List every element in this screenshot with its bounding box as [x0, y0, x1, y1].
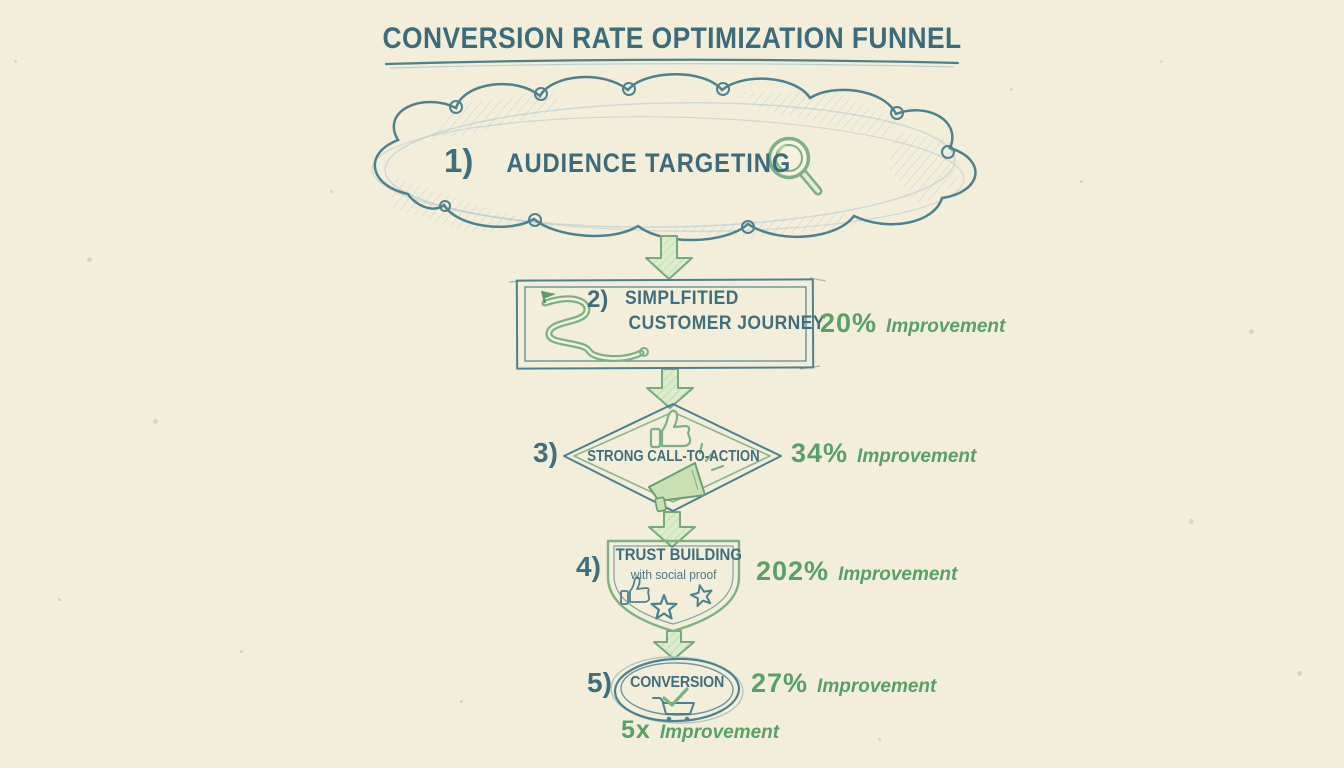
stage4-improvement-value: 202% [756, 556, 830, 586]
stage3-label-wrap: STRONG CALL-TO-ACTION [567, 448, 779, 466]
thumbs-up-icon [649, 409, 692, 449]
magnifying-glass-icon [767, 136, 823, 196]
stage4-sublabel-wrap: with social proof [607, 567, 740, 582]
stage4-improvement-label: Improvement [838, 564, 958, 585]
stage4-sublabel: with social proof [630, 567, 717, 582]
flow-arrow-2 [646, 368, 694, 409]
thumbs-up-small-icon [620, 576, 651, 605]
stage2-rectangle-shape [508, 277, 827, 370]
flow-arrow-4 [653, 630, 695, 660]
stage2-number: 2) [587, 286, 609, 313]
stage4-number: 4) [576, 551, 601, 582]
stage4-label: TRUST BUILDING [615, 545, 742, 564]
stage3-improvement-value: 34% [791, 438, 849, 468]
title-underline [384, 58, 960, 69]
stage5-footnote: 5x Improvement [621, 716, 779, 745]
stage3-improvement: 34% Improvement [791, 438, 976, 469]
stage1-audience-targeting: 1) AUDIENCE TARGETING [444, 142, 811, 180]
diagram-title: CONVERSION RATE OPTIMIZATION FUNNEL [0, 22, 1344, 56]
stage5-footnote-label: Improvement [659, 722, 780, 743]
stage5-improvement-label: Improvement [817, 676, 937, 697]
stage5-label-wrap: CONVERSION [616, 674, 738, 692]
stage1-label: AUDIENCE TARGETING [506, 148, 792, 178]
stage5-footnote-value: 5x [621, 716, 651, 744]
stage2-improvement-label: Improvement [886, 316, 1006, 337]
winding-path-icon [541, 290, 649, 362]
shopping-cart-icon [652, 687, 695, 722]
stage1-cloud-shape [371, 73, 977, 242]
stage5-label: CONVERSION [629, 674, 725, 691]
stage4-improvement: 202% Improvement [756, 556, 957, 587]
star-icon [650, 593, 678, 620]
cloud-hatching [390, 92, 958, 238]
checkmark-icon [662, 687, 689, 707]
stage3-label: STRONG CALL-TO-ACTION [586, 448, 760, 465]
stage2-label-line1: SIMPLFITIED [625, 288, 740, 309]
stage4-label-wrap: TRUST BUILDING [607, 545, 742, 565]
diagram-title-text: CONVERSION RATE OPTIMIZATION FUNNEL [382, 22, 962, 55]
stage1-number: 1) [444, 142, 474, 179]
stage5-number: 5) [587, 667, 612, 698]
star-icon [690, 584, 713, 608]
stage4-shield-shape [606, 539, 741, 633]
stage3-improvement-label: Improvement [857, 446, 977, 467]
stage5-improvement: 27% Improvement [751, 668, 936, 699]
stage2-improvement: 20% Improvement [820, 308, 1005, 339]
flow-arrow-1 [645, 235, 693, 280]
cloud-loop-curls [439, 82, 955, 234]
stage5-improvement-value: 27% [751, 668, 809, 698]
stage2-improvement-value: 20% [820, 308, 878, 338]
paper-speckles [14, 60, 17, 63]
stage3-diamond-shape [563, 403, 782, 512]
stage2-customer-journey: 2) SIMPLFITIED CUSTOMER JOURNEY [587, 286, 834, 336]
flow-arrow-3 [648, 511, 696, 548]
stage2-label-line2: CUSTOMER JOURNEY [628, 313, 826, 334]
megaphone-icon [648, 442, 725, 513]
stage3-number: 3) [533, 437, 558, 468]
